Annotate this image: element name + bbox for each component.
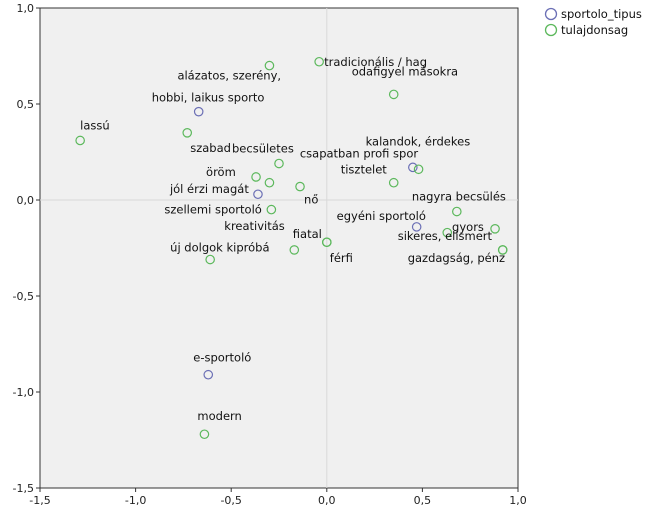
point-tulajdonsag	[413, 164, 424, 175]
point-tulajdonsag	[274, 158, 284, 169]
x-tick-label: 0,0	[318, 494, 336, 507]
point-label: öröm	[206, 165, 236, 179]
legend-marker	[544, 23, 558, 37]
point-sportolo-tipus	[411, 222, 422, 232]
point-tulajdonsag	[289, 245, 300, 255]
point-label: egyéni sportoló	[337, 209, 426, 223]
point-tulajdonsag	[490, 224, 500, 234]
point-label: e-sportoló	[193, 351, 251, 365]
point-sportolo-tipus	[203, 369, 214, 380]
point-label: gyors	[452, 220, 484, 234]
point-label: sikeres, elismert	[398, 229, 493, 243]
x-tick-label: 1,0	[509, 494, 527, 507]
point-tulajdonsag	[314, 56, 324, 67]
x-axis: -1,5 -1,0 -0,5 0,0 0,5 1,0	[29, 488, 527, 507]
point-tulajdonsag	[321, 237, 332, 248]
legend-label: tulajdonsag	[561, 23, 628, 37]
y-tick-label: 0,0	[17, 194, 35, 207]
point-tulajdonsag	[264, 60, 275, 71]
legend: sportolo_tipus tulajdonsag	[544, 7, 642, 37]
point-tulajdonsag	[295, 181, 305, 192]
point-tulajdonsag	[452, 206, 462, 217]
point-label: kalandok, érdekes	[366, 134, 471, 148]
point-tulajdonsag	[388, 177, 399, 188]
point-label: nagyra becsülés	[412, 190, 506, 204]
x-tick-label: -1,5	[29, 494, 50, 507]
point-label: alázatos, szerény,	[177, 69, 281, 83]
point-tulajdonsag	[266, 204, 277, 215]
legend-marker	[544, 7, 558, 21]
y-tick-label: 1,0	[17, 2, 35, 15]
point-label: jól érzi magát	[169, 182, 249, 196]
x-tick-label: 0,5	[414, 494, 432, 507]
point-label: szellemi sportoló	[164, 203, 261, 217]
data-points	[75, 56, 508, 440]
x-tick-label: -1,0	[125, 494, 146, 507]
point-label: tradicionális / hag	[324, 55, 427, 69]
y-axis: -1,5 -1,0 -0,5 0,0 0,5 1,0	[13, 2, 40, 495]
point-tulajdonsag	[264, 177, 275, 188]
point-tulajdonsag	[497, 245, 508, 255]
point-label: új dolgok kipróbá	[170, 241, 269, 255]
point-label: nő	[304, 193, 318, 207]
point-label: becsületes	[232, 142, 294, 156]
point-label: lassú	[80, 118, 110, 132]
point-sportolo-tipus	[193, 106, 204, 117]
point-label: kreativitás	[224, 219, 285, 233]
point-sportolo-tipus	[253, 189, 263, 200]
point-label: hobbi, laikus sporto	[152, 91, 265, 105]
x-tick-label: -0,5	[220, 494, 241, 507]
legend-label: sportolo_tipus	[561, 7, 642, 21]
point-label: modern	[197, 409, 241, 423]
y-tick-label: 0,5	[17, 98, 35, 111]
reference-lines	[40, 8, 518, 488]
point-tulajdonsag	[75, 135, 85, 146]
point-label: fiatal	[293, 227, 322, 241]
point-labels: hobbi, laikus sporto jól érzi magát csapat…	[80, 55, 506, 423]
point-label: férfi	[330, 251, 353, 265]
point-tulajdonsag	[388, 89, 399, 100]
point-label: gazdagság, pénz	[408, 251, 505, 265]
point-label: odafigyel másokra	[352, 64, 458, 78]
point-label: szabad	[190, 141, 231, 155]
point-label: tisztelet	[341, 163, 388, 177]
plot-area	[39, 7, 519, 489]
y-tick-label: -0,5	[13, 290, 34, 303]
point-tulajdonsag	[199, 429, 210, 440]
point-tulajdonsag	[251, 172, 261, 182]
point-sportolo-tipus	[408, 162, 418, 173]
y-tick-label: -1,5	[13, 482, 34, 495]
point-tulajdonsag	[182, 128, 193, 138]
point-label: csapatban profi spor	[300, 146, 419, 160]
y-tick-label: -1,0	[13, 386, 34, 399]
point-tulajdonsag	[442, 227, 453, 238]
point-tulajdonsag	[205, 254, 215, 265]
